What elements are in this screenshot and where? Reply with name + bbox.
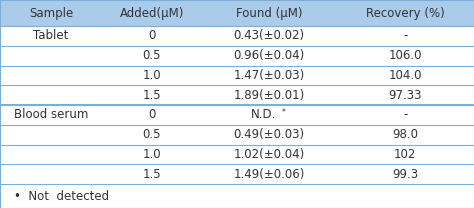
Bar	[0, 0, 474, 26]
Text: 0.5: 0.5	[142, 49, 161, 62]
Bar	[0, 105, 474, 125]
Text: N.D.: N.D.	[251, 108, 276, 121]
Bar	[0, 66, 474, 85]
Text: 98.0: 98.0	[392, 128, 418, 141]
Text: 0.43(±0.02): 0.43(±0.02)	[233, 29, 305, 42]
Text: 0.5: 0.5	[142, 128, 161, 141]
Text: 0: 0	[148, 29, 155, 42]
Text: 104.0: 104.0	[389, 69, 422, 82]
Text: Found (μM): Found (μM)	[236, 6, 302, 20]
Text: Sample: Sample	[29, 6, 73, 20]
Text: •  Not  detected: • Not detected	[14, 189, 109, 203]
Text: 1.02(±0.04): 1.02(±0.04)	[233, 148, 305, 161]
Bar	[0, 26, 474, 46]
Text: 0.96(±0.04): 0.96(±0.04)	[233, 49, 305, 62]
Text: Recovery (%): Recovery (%)	[366, 6, 445, 20]
Text: 1.89(±0.01): 1.89(±0.01)	[233, 89, 305, 102]
Text: 1.0: 1.0	[142, 148, 161, 161]
Text: 1.47(±0.03): 1.47(±0.03)	[233, 69, 305, 82]
Text: Tablet: Tablet	[33, 29, 69, 42]
Bar	[0, 85, 474, 105]
Text: Added(μM): Added(μM)	[119, 6, 184, 20]
Bar	[0, 125, 474, 145]
Text: 0.49(±0.03): 0.49(±0.03)	[233, 128, 305, 141]
Text: *: *	[281, 108, 285, 116]
Text: 97.33: 97.33	[389, 89, 422, 102]
Text: 1.5: 1.5	[142, 89, 161, 102]
Bar	[0, 184, 474, 208]
Text: -: -	[403, 108, 408, 121]
Bar	[0, 145, 474, 164]
Text: -: -	[403, 29, 408, 42]
Text: 102: 102	[394, 148, 417, 161]
Text: 106.0: 106.0	[389, 49, 422, 62]
Text: Blood serum: Blood serum	[14, 108, 88, 121]
Text: 0: 0	[148, 108, 155, 121]
Text: 1.0: 1.0	[142, 69, 161, 82]
Text: 99.3: 99.3	[392, 168, 419, 181]
Bar	[0, 46, 474, 66]
Bar	[0, 164, 474, 184]
Text: 1.49(±0.06): 1.49(±0.06)	[233, 168, 305, 181]
Text: 1.5: 1.5	[142, 168, 161, 181]
